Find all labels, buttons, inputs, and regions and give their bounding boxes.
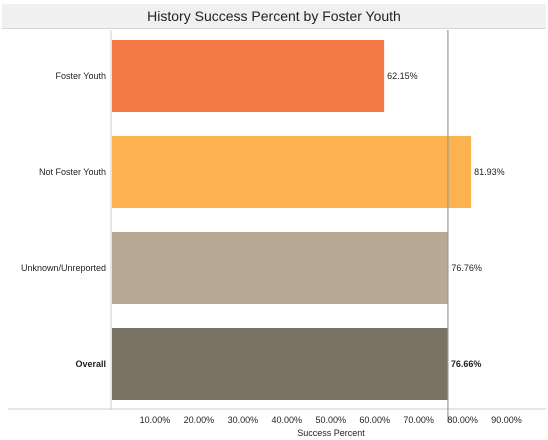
- bar-foster-youth: [112, 40, 385, 112]
- x-tick-label: 80.00%: [447, 415, 478, 425]
- x-tick-label: 10.00%: [140, 415, 171, 425]
- x-tick-label: 50.00%: [315, 415, 346, 425]
- x-tick-label: 70.00%: [403, 415, 434, 425]
- bar-overall: [112, 328, 448, 400]
- category-label-overall: Overall: [75, 359, 106, 369]
- value-label-unknown-unreported: 76.76%: [451, 263, 482, 273]
- x-tick-label: 20.00%: [184, 415, 215, 425]
- value-label-overall: 76.66%: [451, 359, 482, 369]
- value-label-foster-youth: 62.15%: [387, 71, 418, 81]
- x-tick-label: 90.00%: [491, 415, 522, 425]
- chart-title: History Success Percent by Foster Youth: [2, 4, 546, 29]
- category-label-not-foster-youth: Not Foster Youth: [39, 167, 106, 177]
- x-axis-title: Success Percent: [297, 428, 365, 438]
- x-tick-label: 60.00%: [359, 415, 390, 425]
- x-tick-label: 40.00%: [272, 415, 303, 425]
- value-label-not-foster-youth: 81.93%: [474, 167, 505, 177]
- bar-not-foster-youth: [112, 136, 472, 208]
- x-tick-label: 30.00%: [228, 415, 259, 425]
- bar-unknown-unreported: [112, 232, 449, 304]
- category-label-foster-youth: Foster Youth: [55, 71, 106, 81]
- category-label-unknown-unreported: Unknown/Unreported: [21, 263, 106, 273]
